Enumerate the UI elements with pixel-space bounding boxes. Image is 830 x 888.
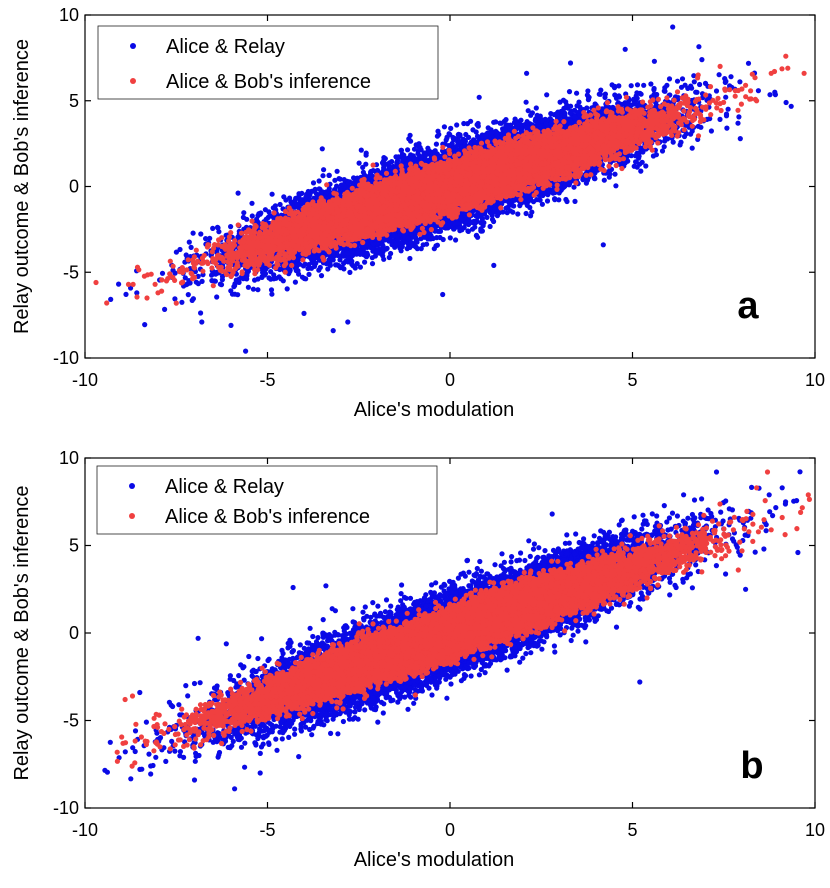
scatter-point xyxy=(108,297,113,302)
scatter-point xyxy=(784,100,789,105)
scatter-point xyxy=(442,124,447,129)
scatter-point xyxy=(162,307,167,312)
scatter-point xyxy=(285,286,290,291)
scatter-point xyxy=(548,111,553,116)
scatter-point xyxy=(518,118,523,123)
scatter-point xyxy=(746,61,751,66)
scatter-point xyxy=(362,260,367,265)
scatter-point xyxy=(714,88,719,93)
scatter-point xyxy=(370,261,375,266)
scatter-point xyxy=(664,83,669,88)
scatter-point xyxy=(735,121,740,126)
scatter-point xyxy=(210,226,215,231)
scatter-point xyxy=(717,117,722,122)
scatter-point xyxy=(690,146,695,151)
scatter-point xyxy=(612,172,617,177)
scatter-point xyxy=(680,76,685,81)
scatter-point xyxy=(246,285,251,290)
scatter-point xyxy=(191,231,196,236)
scatter-point xyxy=(249,201,254,206)
